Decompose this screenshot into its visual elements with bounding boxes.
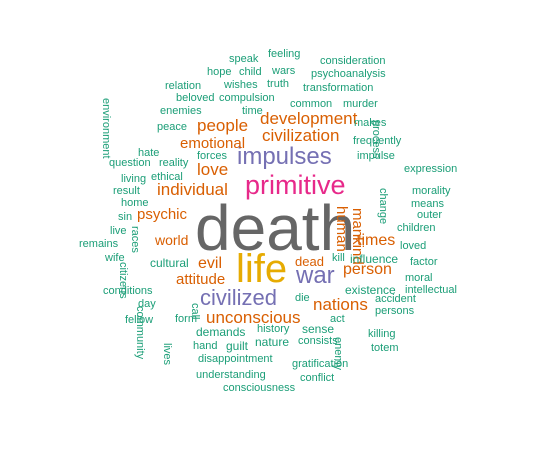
- word-wars: wars: [272, 65, 296, 77]
- word-impulses: impulses: [237, 143, 332, 170]
- word-means: means: [411, 198, 445, 210]
- word-unconscious: unconscious: [206, 308, 301, 327]
- word-change: change: [377, 188, 389, 225]
- word-community: community: [134, 306, 146, 360]
- word-enemies: enemies: [160, 105, 202, 117]
- word-consideration: consideration: [320, 55, 386, 67]
- word-moral: moral: [405, 272, 433, 284]
- word-form: form: [175, 313, 197, 325]
- word-act: act: [330, 313, 345, 325]
- word-kill: kill: [332, 252, 345, 264]
- word-beloved: beloved: [176, 92, 215, 104]
- word-children: children: [397, 222, 436, 234]
- word-disappointment: disappointment: [198, 353, 273, 365]
- word-day: day: [138, 298, 156, 310]
- word-loved: loved: [400, 240, 427, 252]
- word-factor: factor: [410, 256, 438, 268]
- word-accident: accident: [375, 293, 416, 305]
- word-frequently: frequently: [353, 135, 402, 147]
- word-emotional: emotional: [180, 135, 246, 152]
- word-consciousness: consciousness: [223, 382, 296, 394]
- word-conditions: conditions: [103, 285, 153, 297]
- word-primitive: primitive: [245, 170, 346, 200]
- word-expression: expression: [404, 163, 458, 175]
- word-common: common: [290, 98, 333, 110]
- word-demands: demands: [196, 325, 246, 339]
- word-speak: speak: [229, 53, 259, 65]
- word-murder: murder: [343, 98, 378, 110]
- word-understanding: understanding: [196, 369, 266, 381]
- word-hate: hate: [138, 147, 160, 159]
- word-intellectual: intellectual: [405, 284, 457, 296]
- word-wishes: wishes: [224, 79, 258, 91]
- word-home: home: [121, 197, 149, 209]
- word-individual: individual: [157, 180, 228, 199]
- word-cultural: cultural: [150, 256, 189, 270]
- word-existence: existence: [345, 283, 396, 297]
- word-guilt: guilt: [226, 339, 249, 353]
- word-forces: forces: [197, 150, 227, 162]
- word-dead: dead: [295, 254, 324, 269]
- word-question: question: [109, 157, 151, 169]
- word-attitude: attitude: [176, 271, 226, 288]
- word-nature: nature: [255, 335, 290, 349]
- word-truth: truth: [267, 78, 290, 90]
- word-die: die: [295, 292, 310, 304]
- word-consists: consists: [298, 335, 338, 347]
- word-persons: persons: [375, 305, 415, 317]
- word-makes: makes: [354, 117, 387, 129]
- word-life: life: [236, 247, 288, 291]
- word-nations: nations: [313, 295, 368, 314]
- word-civilization: civilization: [262, 126, 340, 145]
- word-psychoanalysis: psychoanalysis: [311, 68, 386, 80]
- word-development: development: [260, 109, 358, 128]
- word-wife: wife: [105, 252, 125, 264]
- word-remains: remains: [79, 238, 119, 250]
- word-races: races: [129, 226, 141, 253]
- word-world: world: [155, 232, 189, 248]
- word-morality: morality: [412, 185, 451, 197]
- word-history: history: [257, 323, 290, 335]
- word-reality: reality: [159, 157, 189, 169]
- word-human: human: [333, 206, 350, 252]
- word-live: live: [110, 225, 127, 237]
- word-people: people: [197, 116, 249, 135]
- word-peace: peace: [157, 121, 187, 133]
- word-fellow: fellow: [125, 314, 154, 326]
- word-times: times: [357, 232, 396, 249]
- word-lives: lives: [161, 343, 173, 366]
- word-result: result: [113, 185, 140, 197]
- word-sense: sense: [302, 322, 335, 336]
- word-hand: hand: [193, 340, 218, 352]
- word-feeling: feeling: [268, 48, 301, 60]
- word-outer: outer: [417, 209, 443, 221]
- word-time: time: [242, 105, 263, 117]
- word-hope: hope: [207, 66, 232, 78]
- word-influence: influence: [350, 252, 399, 266]
- word-love: love: [197, 160, 229, 179]
- word-transformation: transformation: [303, 82, 374, 94]
- word-gratification: gratification: [292, 358, 349, 370]
- word-ethical: ethical: [151, 171, 183, 183]
- word-impulse: impulse: [357, 150, 395, 162]
- word-child: child: [239, 66, 262, 78]
- word-sin: sin: [118, 211, 133, 223]
- word-psychic: psychic: [137, 206, 188, 223]
- word-totem: totem: [371, 342, 399, 354]
- word-evil: evil: [198, 255, 223, 272]
- word-living: living: [121, 173, 147, 185]
- word-civilized: civilized: [200, 285, 278, 310]
- word-compulsion: compulsion: [219, 92, 275, 104]
- word-war: war: [296, 262, 335, 289]
- word-environment: environment: [100, 98, 112, 159]
- word-death: death: [195, 192, 356, 264]
- word-relation: relation: [165, 80, 202, 92]
- word-person: person: [343, 261, 392, 278]
- word-conflict: conflict: [300, 372, 335, 384]
- word-killing: killing: [368, 328, 396, 340]
